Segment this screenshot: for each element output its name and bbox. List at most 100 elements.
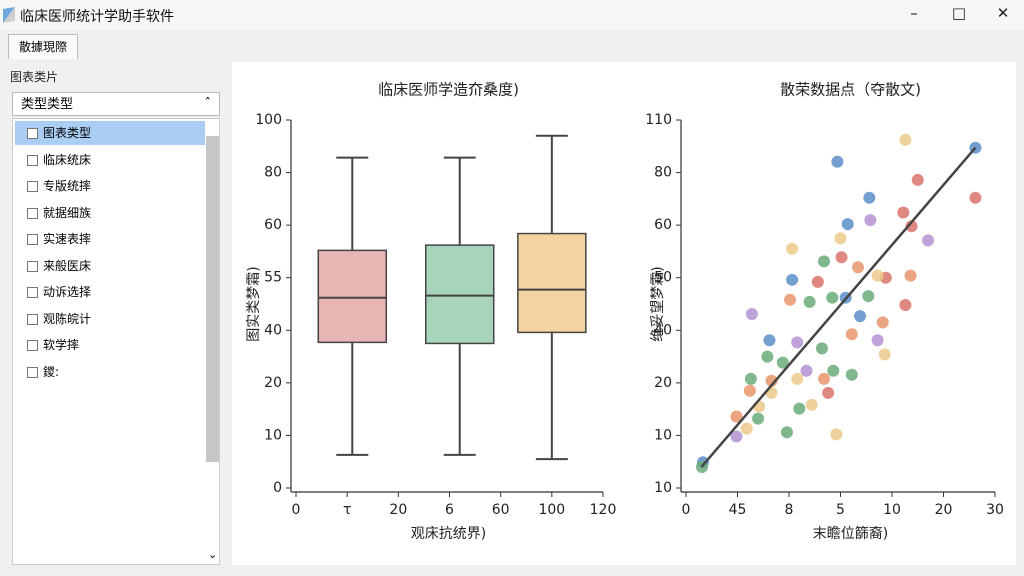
point bbox=[862, 290, 875, 303]
point bbox=[905, 220, 918, 233]
close-button[interactable]: ✕ bbox=[996, 4, 1010, 22]
list-item[interactable]: 动诉选择 bbox=[15, 280, 205, 304]
point bbox=[871, 334, 884, 347]
point bbox=[845, 368, 858, 381]
checkbox[interactable] bbox=[27, 234, 38, 245]
x-tick-label: 120 bbox=[590, 502, 617, 518]
point bbox=[878, 348, 891, 361]
y-tick-label: 110 bbox=[645, 112, 672, 128]
scatter-chart: 散荣数据点（夺散文) 末瞻位篩裔) 绝妥望梦霜) 10 10 20 40 50 60 80 110 0… bbox=[645, 81, 1004, 543]
point bbox=[763, 334, 776, 347]
x-tick-label: 45 bbox=[729, 502, 747, 518]
item-text: 观陈皖计 bbox=[43, 311, 92, 326]
app-icon bbox=[3, 7, 15, 23]
point bbox=[786, 242, 799, 255]
point bbox=[822, 386, 835, 399]
point bbox=[854, 310, 867, 323]
x-tick-label: 6 bbox=[445, 502, 454, 518]
list-item[interactable]: 实速表摔 bbox=[15, 227, 205, 251]
checkbox[interactable] bbox=[27, 207, 38, 219]
list-item[interactable]: 鑁: bbox=[15, 360, 205, 384]
scrollbar[interactable] bbox=[206, 136, 219, 462]
checkbox[interactable] bbox=[27, 313, 38, 325]
y-tick-label: 100 bbox=[255, 112, 282, 128]
sidebar-label: 图表类片 bbox=[10, 70, 59, 84]
point bbox=[730, 430, 743, 443]
point bbox=[786, 273, 799, 286]
point bbox=[830, 428, 843, 441]
item-text: 来般医床 bbox=[43, 258, 92, 273]
chart-panel: 临床医师学造夼桑度) 观床抗统界) 图实类梦霜) 0 10 20 40 55 60 80 100 0 τ… bbox=[232, 62, 1016, 565]
point bbox=[800, 364, 813, 377]
checkbox[interactable] bbox=[27, 287, 38, 298]
x-axis-label: 末瞻位篩裔) bbox=[813, 525, 888, 542]
box bbox=[424, 244, 495, 345]
item-text: 临床统床 bbox=[43, 152, 92, 167]
list-item[interactable]: 来般医床 bbox=[15, 254, 205, 278]
y-tick-label: 10 bbox=[654, 480, 672, 496]
point bbox=[743, 384, 756, 397]
y-tick-label: 60 bbox=[654, 217, 672, 233]
title-bar: 临床医师统计学助手软件 – □ ✕ bbox=[0, 0, 1024, 30]
item-text: 鑁: bbox=[43, 364, 60, 379]
x-tick-label: 30 bbox=[986, 502, 1004, 518]
point bbox=[827, 364, 840, 377]
chevron: ˆ bbox=[204, 97, 212, 112]
list-item[interactable]: 观陈皖计 bbox=[15, 307, 205, 331]
x-tick-label: τ bbox=[343, 502, 351, 518]
dropdown[interactable]: 类型类型 ˆ bbox=[12, 92, 220, 116]
list-item[interactable]: 软学摔 bbox=[15, 333, 205, 357]
item-text: 图表类型 bbox=[43, 126, 92, 140]
point bbox=[876, 316, 889, 329]
point bbox=[864, 214, 877, 227]
point bbox=[791, 372, 804, 385]
point bbox=[780, 426, 793, 439]
checkbox[interactable] bbox=[27, 181, 38, 192]
x-axis-label: 观床抗统界) bbox=[411, 526, 486, 542]
checkbox[interactable] bbox=[27, 366, 38, 378]
y-tick-label: 40 bbox=[264, 322, 282, 338]
point bbox=[791, 336, 804, 349]
x-tick-label: 0 bbox=[292, 502, 301, 518]
checkbox[interactable] bbox=[27, 154, 38, 166]
box bbox=[317, 249, 388, 344]
point bbox=[899, 133, 912, 146]
x-tick-label: 20 bbox=[389, 502, 407, 518]
scroll-down[interactable]: ⌄ bbox=[208, 548, 218, 561]
checkbox[interactable] bbox=[27, 340, 38, 351]
point bbox=[904, 269, 917, 282]
point bbox=[752, 412, 765, 425]
point bbox=[740, 422, 753, 435]
y-tick-label: 20 bbox=[264, 375, 282, 391]
x-tick-label: 100 bbox=[538, 502, 565, 518]
list-item[interactable]: 就据细族 bbox=[15, 201, 205, 225]
checkbox[interactable] bbox=[27, 260, 38, 272]
item-text: 动诉选择 bbox=[43, 285, 92, 299]
point bbox=[845, 328, 858, 341]
point bbox=[969, 191, 982, 204]
item-text: 软学摔 bbox=[43, 338, 80, 352]
point bbox=[899, 299, 912, 312]
point bbox=[811, 275, 824, 288]
x-tick-label: 20 bbox=[935, 502, 953, 518]
minimize-button[interactable]: – bbox=[910, 4, 918, 22]
y-tick-label: 80 bbox=[654, 165, 672, 181]
point bbox=[730, 410, 743, 423]
y-tick-label: 50 bbox=[654, 270, 672, 286]
maximize-button[interactable]: □ bbox=[951, 4, 967, 22]
chart-title: 临床医师学造夼桑度) bbox=[378, 81, 519, 99]
y-tick-label: 0 bbox=[273, 480, 282, 496]
tab[interactable]: 散據現際 bbox=[8, 34, 78, 59]
box bbox=[517, 232, 587, 334]
x-tick-label: 60 bbox=[492, 502, 510, 518]
chart-type-list: 图表类型临床统床专版统摔就据细族 实速表摔来般医床动诉选择观陈皖计软学摔鑁: bbox=[12, 118, 220, 565]
point bbox=[834, 232, 847, 245]
list-item[interactable]: 专版统摔 bbox=[15, 174, 205, 198]
x-tick-label: 10 bbox=[883, 502, 901, 518]
checkbox[interactable] bbox=[27, 128, 38, 139]
point bbox=[793, 402, 806, 415]
y-tick-label: 10 bbox=[264, 427, 282, 443]
list-item[interactable]: 临床统床 bbox=[15, 148, 205, 172]
list-item[interactable]: 图表类型 bbox=[15, 121, 205, 145]
